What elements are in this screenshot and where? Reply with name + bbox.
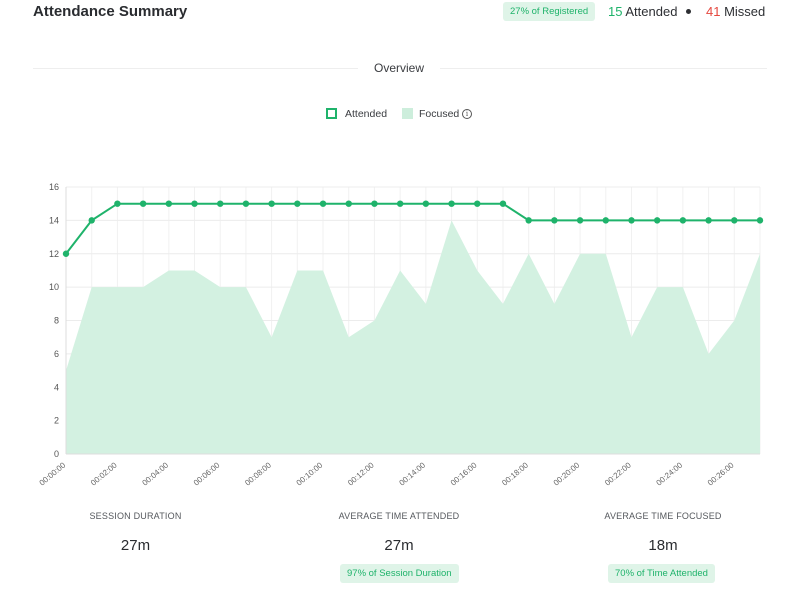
y-tick-label: 4	[54, 382, 59, 392]
missed-label: Missed	[724, 4, 766, 19]
legend-swatch-attended	[326, 108, 337, 119]
data-point-attended[interactable]	[602, 217, 609, 224]
data-point-attended[interactable]	[499, 200, 507, 207]
y-tick-label: 8	[54, 316, 59, 326]
data-point-attended[interactable]	[191, 200, 198, 207]
x-tick-label: 00:26:00	[706, 460, 736, 487]
metric-avg-time-attended: AVERAGE TIME ATTENDED 27m	[314, 511, 484, 554]
x-tick-label: 00:04:00	[140, 460, 170, 487]
metric-session-duration: SESSION DURATION 27m	[58, 511, 213, 554]
series-area-focused	[66, 220, 760, 454]
data-point-attended[interactable]	[628, 217, 635, 224]
header: Attendance Summary 27% of Registered 15 …	[0, 0, 800, 26]
x-tick-label: 00:24:00	[655, 460, 685, 487]
data-point-attended[interactable]	[448, 200, 455, 207]
legend-label-focused: Focused	[419, 108, 460, 120]
attended-label: Attended	[625, 4, 678, 19]
x-tick-label: 00:02:00	[89, 460, 119, 487]
x-tick-label: 00:20:00	[552, 460, 582, 487]
x-tick-label: 00:06:00	[192, 460, 222, 487]
data-point-attended[interactable]	[217, 200, 224, 207]
y-tick-label: 14	[49, 215, 59, 225]
info-icon[interactable]: i	[462, 109, 472, 119]
x-tick-label: 00:22:00	[603, 460, 633, 487]
section-divider-right	[440, 68, 767, 69]
metric-caption: SESSION DURATION	[89, 511, 182, 521]
section-title: Overview	[374, 61, 425, 75]
data-point-attended[interactable]	[576, 217, 584, 224]
section-divider-left	[33, 68, 358, 69]
x-tick-label: 00:00:00	[38, 460, 68, 487]
y-tick-label: 12	[49, 249, 59, 259]
registered-badge: 27% of Registered	[503, 2, 596, 21]
y-tick-label: 10	[49, 282, 59, 292]
data-point-attended[interactable]	[731, 217, 738, 224]
missed-count: 41	[706, 4, 721, 19]
metric-value: 18m	[648, 537, 678, 554]
y-tick-label: 16	[49, 182, 59, 192]
data-point-attended[interactable]	[62, 250, 70, 257]
page-title: Attendance Summary	[33, 3, 188, 20]
metric-caption: AVERAGE TIME ATTENDED	[338, 511, 460, 521]
metric-badge: 97% of Session Duration	[340, 564, 459, 583]
missed-stat: 41 Missed	[706, 4, 765, 19]
data-point-attended[interactable]	[319, 200, 327, 207]
y-tick-label: 2	[54, 416, 59, 426]
series-line-attended	[65, 202, 760, 255]
data-point-attended[interactable]	[396, 200, 404, 207]
metric-avg-time-focused: AVERAGE TIME FOCUSED 18m	[583, 511, 743, 554]
data-point-attended[interactable]	[114, 200, 121, 207]
y-tick-label: 6	[54, 349, 59, 359]
x-tick-label: 00:14:00	[397, 460, 427, 487]
attended-stat: 15 Attended	[608, 4, 677, 19]
data-point-attended[interactable]	[679, 217, 687, 224]
x-tick-label: 00:16:00	[449, 460, 479, 487]
data-point-attended[interactable]	[422, 200, 430, 207]
data-point-attended[interactable]	[165, 200, 173, 207]
data-point-attended[interactable]	[242, 200, 250, 207]
data-point-attended[interactable]	[756, 217, 764, 224]
data-point-attended[interactable]	[705, 217, 712, 224]
data-point-attended[interactable]	[88, 217, 95, 224]
data-point-attended[interactable]	[474, 200, 481, 207]
data-point-attended[interactable]	[268, 200, 275, 207]
legend-label-attended: Attended	[345, 108, 388, 120]
x-tick-label: 00:08:00	[243, 460, 273, 487]
data-point-attended[interactable]	[653, 217, 661, 224]
x-tick-label: 00:10:00	[295, 460, 325, 487]
metric-value: 27m	[120, 537, 151, 554]
metric-caption: AVERAGE TIME FOCUSED	[604, 511, 722, 521]
data-point-attended[interactable]	[139, 200, 147, 207]
metric-value: 27m	[384, 537, 414, 554]
x-tick-label: 00:12:00	[346, 460, 376, 487]
legend-swatch-focused	[402, 108, 413, 119]
y-tick-label: 0	[54, 449, 59, 459]
attendance-chart: 0 2 4 6 8 10 12 14 16 00:00:00 00:02:00 00:04:00 00:…	[38, 182, 764, 488]
data-point-attended[interactable]	[551, 217, 558, 224]
metric-badge: 70% of Time Attended	[608, 564, 715, 583]
data-point-attended[interactable]	[371, 200, 378, 207]
attended-count: 15	[608, 4, 623, 19]
x-tick-label: 00:18:00	[500, 460, 530, 487]
data-point-attended[interactable]	[525, 217, 532, 224]
separator-dot	[686, 9, 691, 14]
data-point-attended[interactable]	[345, 200, 352, 207]
data-point-attended[interactable]	[294, 200, 301, 207]
